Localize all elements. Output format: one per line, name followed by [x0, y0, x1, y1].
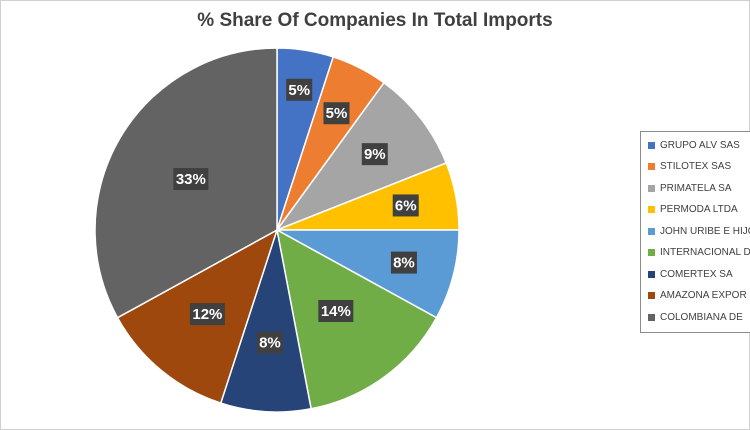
data-label-text-3: 6% — [395, 197, 417, 214]
data-label-5: 14% — [318, 299, 354, 322]
data-label-box-1 — [323, 102, 350, 125]
data-label-box-7 — [189, 303, 225, 326]
data-label-text-1: 5% — [326, 105, 348, 122]
legend-item-0: GRUPO ALV SAS — [648, 138, 740, 152]
data-label-2: 9% — [361, 143, 388, 166]
data-label-text-7: 12% — [192, 306, 222, 323]
legend-label-5: INTERNACIONAL D — [660, 247, 750, 258]
data-label-text-0: 5% — [288, 82, 310, 99]
data-label-3: 6% — [392, 194, 419, 217]
data-label-text-2: 9% — [364, 146, 386, 163]
data-label-text-6: 8% — [259, 335, 281, 352]
legend-swatch-8 — [648, 313, 655, 321]
legend-label-0: GRUPO ALV SAS — [660, 139, 740, 151]
legend-swatch-2 — [648, 184, 655, 192]
data-label-box-5 — [318, 299, 354, 322]
legend-item-3: PERMODA LTDA — [648, 203, 738, 217]
legend-item-8: COLOMBIANA DE — [648, 310, 743, 324]
data-label-4: 8% — [390, 251, 417, 274]
chart-legend: GRUPO ALV SAS STILOTEX SAS PRIMATELA SA PER… — [640, 131, 750, 333]
legend-label-8: COLOMBIANA DE — [660, 311, 743, 323]
data-label-box-8 — [173, 168, 209, 191]
data-label-text-4: 8% — [393, 255, 415, 272]
legend-item-6: COMERTEX SA — [648, 267, 733, 281]
legend-label-6: COMERTEX SA — [660, 268, 733, 280]
legend-swatch-1 — [648, 163, 655, 170]
data-label-box-0 — [286, 78, 313, 101]
data-label-box-3 — [392, 194, 419, 217]
legend-swatch-6 — [648, 270, 655, 278]
pie-slice-5 — [275, 228, 438, 410]
data-label-box-4 — [390, 251, 417, 274]
legend-label-4: JOHN URIBE E HIJO — [660, 225, 750, 237]
legend-swatch-3 — [648, 206, 655, 213]
legend-item-2: PRIMATELA SA — [648, 181, 732, 195]
data-label-text-8: 33% — [176, 171, 206, 188]
legend-item-7: AMAZONA EXPOR — [648, 289, 747, 303]
legend-item-5: INTERNACIONAL D — [648, 246, 750, 260]
legend-label-7: AMAZONA EXPOR — [660, 290, 747, 301]
data-label-8: 33% — [173, 168, 209, 191]
legend-swatch-4 — [648, 227, 655, 235]
data-label-6: 8% — [256, 331, 283, 354]
legend-swatch-5 — [648, 249, 655, 256]
legend-item-4: JOHN URIBE E HIJO — [648, 224, 750, 238]
chart-title: % Share Of Companies In Total Imports — [197, 10, 553, 31]
data-label-box-6 — [256, 331, 283, 354]
legend-item-1: STILOTEX SAS — [648, 160, 731, 174]
data-label-0: 5% — [286, 78, 313, 101]
data-label-text-5: 14% — [321, 303, 351, 320]
legend-swatch-0 — [648, 141, 655, 149]
legend-label-2: PRIMATELA SA — [660, 182, 732, 194]
data-label-7: 12% — [189, 303, 225, 326]
legend-label-3: PERMODA LTDA — [660, 204, 738, 215]
pie-slice-6 — [219, 229, 312, 413]
pie-slice-2 — [274, 81, 448, 232]
data-label-box-2 — [361, 143, 388, 166]
legend-swatch-7 — [648, 292, 655, 299]
data-label-1: 5% — [323, 102, 350, 125]
legend-label-1: STILOTEX SAS — [660, 161, 732, 172]
